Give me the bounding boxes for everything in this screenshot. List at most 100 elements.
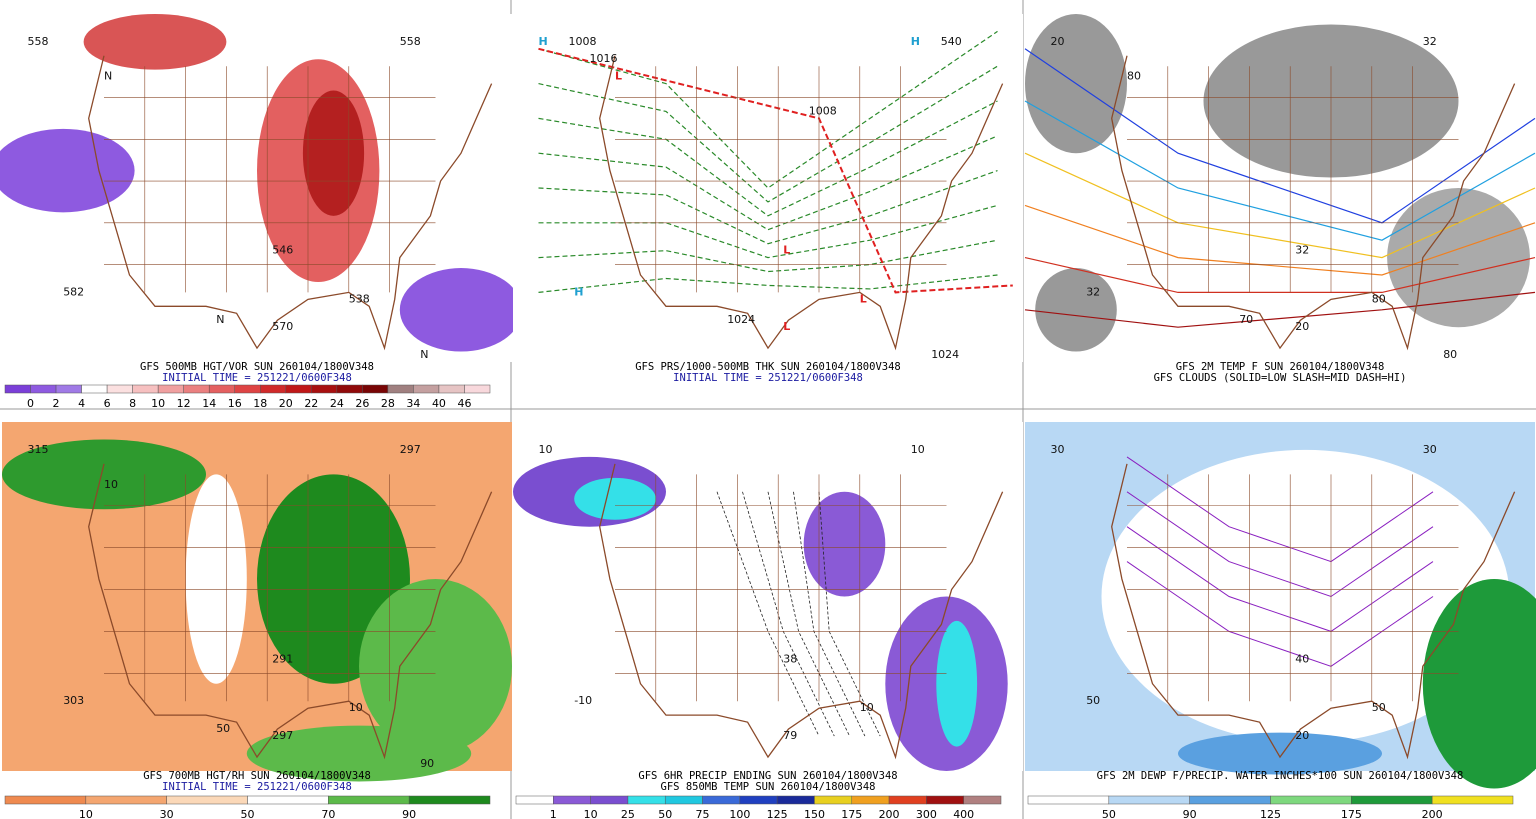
colorbar-label: 25 — [621, 808, 635, 819]
caption: GFS 2M TEMP F SUN 260104/1800V348 — [1176, 361, 1385, 373]
map-label: 303 — [63, 694, 84, 707]
contour — [1126, 456, 1434, 563]
map-label: 38 — [783, 652, 797, 665]
contour — [1024, 257, 1536, 293]
colorbar-label: 1 — [550, 808, 557, 819]
colorbar-swatch — [106, 384, 133, 394]
map-label: 50 — [1372, 701, 1386, 714]
weather-panel: 315 297 303 291 297 10 10 50 90 GFS 700MB HGT/RH … — [2, 422, 512, 819]
colorbar-swatch — [515, 795, 554, 805]
map-label: H — [911, 35, 920, 48]
colorbar-label: 50 — [658, 808, 672, 819]
colorbar-label: 4 — [78, 397, 85, 410]
contour — [538, 65, 998, 203]
colorbar-label: 26 — [355, 397, 369, 410]
map-label: 50 — [1086, 694, 1100, 707]
colorbar-swatch — [553, 795, 591, 805]
colorbar-label: 90 — [402, 808, 416, 819]
map-shading — [936, 620, 978, 747]
map-shading — [1035, 268, 1117, 352]
map-label: L — [860, 292, 867, 305]
weather-panel: 30 30 50 40 20 50 GFS 2M DEWP F/PRECIP. WATER … — [1025, 422, 1536, 819]
colorbar-swatch — [926, 795, 964, 805]
colorbar-label: 20 — [279, 397, 293, 410]
colorbar-swatch — [132, 384, 159, 394]
colorbar-label: 175 — [1341, 808, 1362, 819]
map-label: 297 — [400, 443, 421, 456]
colorbar-label: 10 — [151, 397, 165, 410]
colorbar-swatch — [664, 795, 703, 805]
colorbar-swatch — [702, 795, 741, 805]
map-label: H — [574, 285, 583, 298]
map-label: 80 — [1372, 292, 1386, 305]
caption: GFS 2M DEWP F/PRECIP. WATER INCHES*100 S… — [1097, 770, 1464, 782]
colorbar-swatch — [311, 384, 338, 394]
colorbar-label: 8 — [129, 397, 136, 410]
coastline — [599, 55, 1004, 351]
colorbar-swatch — [157, 384, 184, 394]
colorbar-swatch — [963, 795, 1002, 805]
colorbar-label: 90 — [1183, 808, 1197, 819]
map-shading — [2, 439, 206, 510]
contour — [1024, 204, 1536, 276]
colorbar-swatch — [1270, 795, 1352, 805]
colorbar-swatch — [260, 384, 287, 394]
colorbar-label: 125 — [767, 808, 788, 819]
map-label: 50 — [216, 722, 230, 735]
map-shading — [1101, 449, 1510, 744]
colorbar-swatch — [387, 384, 414, 394]
map-shading — [574, 477, 656, 520]
colorbar-label: 200 — [879, 808, 900, 819]
contour — [716, 491, 820, 737]
map-label: 540 — [941, 35, 962, 48]
map-label: 538 — [349, 292, 370, 305]
colorbar-swatch — [408, 795, 491, 805]
map-label: 30 — [1423, 443, 1437, 456]
caption: INITIAL TIME = 251221/0600F348 — [162, 781, 352, 793]
map-label: 546 — [272, 244, 293, 257]
colorbar-label: 28 — [381, 397, 395, 410]
colorbar-label: 50 — [241, 808, 255, 819]
coastline — [88, 55, 493, 351]
map-shading — [359, 579, 512, 754]
contour — [538, 47, 1013, 294]
colorbar-swatch — [464, 384, 491, 394]
weather-panel: 10 10 -10 38 79 10 GFS 6HR PRECIP ENDING SUN 2… — [513, 422, 1023, 819]
map-label: 80 — [1443, 348, 1457, 361]
colorbar-label: 46 — [457, 397, 471, 410]
colorbar-label: 150 — [804, 808, 825, 819]
contour — [538, 170, 998, 245]
colorbar-swatch — [1431, 795, 1514, 805]
coastline — [1111, 463, 1516, 760]
colorbar-label: 100 — [729, 808, 750, 819]
map-label: 32 — [1086, 285, 1100, 298]
map-label: 20 — [1295, 320, 1309, 333]
colorbar-swatch — [328, 795, 410, 805]
colorbar-label: 12 — [177, 397, 191, 410]
caption: GFS CLOUDS (SOLID=LOW SLASH=MID DASH=HI) — [1154, 372, 1407, 384]
map-shading — [83, 14, 227, 70]
colorbar-label: 14 — [202, 397, 216, 410]
contour — [1024, 291, 1536, 328]
map-shading — [399, 268, 523, 352]
map-label: -10 — [574, 694, 592, 707]
colorbar-swatch — [336, 384, 363, 394]
colorbar-label: 10 — [79, 808, 93, 819]
map-label: 1024 — [727, 313, 755, 326]
map-label: L — [783, 244, 790, 257]
contour — [538, 100, 998, 217]
map-label: 20 — [1051, 35, 1065, 48]
map-label: 1016 — [590, 52, 618, 65]
weather-panel: H H H L L L L 1024 1024 1016 1008 1008 540 GFS PRS/10… — [513, 14, 1023, 384]
colorbar-label: 70 — [321, 808, 335, 819]
map-label: 558 — [28, 35, 49, 48]
colorbar-label: 75 — [696, 808, 710, 819]
coastline — [599, 463, 1004, 760]
map-label: 291 — [272, 652, 293, 665]
colorbar-swatch — [888, 795, 927, 805]
map-label: L — [783, 320, 790, 333]
caption: INITIAL TIME = 251221/0600F348 — [673, 372, 863, 384]
colorbar-label: 10 — [584, 808, 598, 819]
